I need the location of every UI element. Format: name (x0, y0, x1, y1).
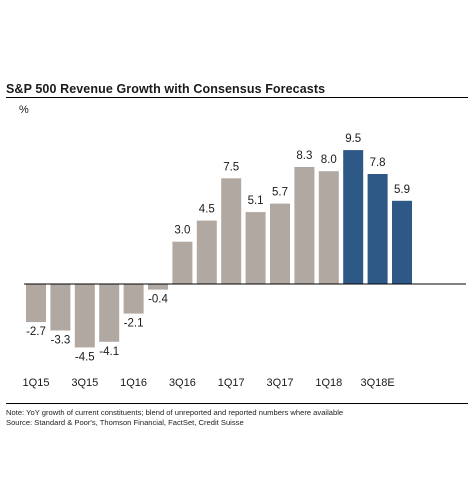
value-label-4q15: -4.1 (99, 346, 119, 358)
value-label-4q18e: 5.9 (394, 184, 410, 196)
bar-2q15 (50, 284, 71, 331)
value-label-3q16: 3.0 (174, 225, 190, 237)
bar-3q18e (367, 174, 388, 284)
bar-1q17 (221, 178, 242, 285)
value-label-1q17: 7.5 (223, 161, 239, 173)
value-label-1q16: -2.1 (124, 318, 144, 330)
footer-divider (6, 403, 468, 404)
x-tick-label-1q18: 1Q18 (315, 377, 342, 389)
bar-4q17 (294, 167, 315, 284)
value-label-3q17: 5.7 (272, 187, 288, 199)
title-divider (6, 97, 468, 98)
value-label-1q15: -2.7 (26, 326, 46, 338)
note-text: Note: YoY growth of current constituents… (6, 408, 344, 417)
value-label-2q17: 5.1 (248, 195, 264, 207)
chart-footnotes: Note: YoY growth of current constituents… (6, 408, 343, 428)
bar-4q18e (392, 200, 412, 284)
value-label-2q18: 9.5 (345, 133, 361, 145)
value-label-4q16: 4.5 (199, 204, 215, 216)
x-tick-label-3q17: 3Q17 (267, 377, 294, 389)
value-label-2q16: -0.4 (148, 294, 168, 306)
bar-1q15 (26, 284, 46, 323)
bar-4q15 (99, 284, 120, 342)
x-tick-label-1q16: 1Q16 (120, 377, 147, 389)
bar-4q16 (196, 220, 217, 284)
x-tick-label-3q16: 3Q16 (169, 377, 196, 389)
bar-2q17 (245, 212, 266, 284)
bar-1q18 (318, 171, 339, 284)
bar-3q16 (172, 241, 193, 284)
value-label-3q18e: 7.8 (370, 157, 386, 169)
bar-1q16 (123, 284, 144, 314)
value-label-4q17: 8.3 (296, 150, 312, 162)
source-text: Source: Standard & Poor's, Thomson Finan… (6, 418, 244, 427)
bar-3q17 (270, 203, 290, 284)
chart-title: S&P 500 Revenue Growth with Consensus Fo… (6, 82, 326, 96)
x-tick-label-1q15: 1Q15 (23, 377, 50, 389)
value-label-2q15: -3.3 (50, 335, 70, 347)
value-label-3q15: -4.5 (75, 351, 95, 363)
y-axis-unit-label: % (19, 104, 29, 116)
x-tick-label-1q17: 1Q17 (218, 377, 245, 389)
value-label-1q18: 8.0 (321, 154, 337, 166)
x-tick-label-3q15: 3Q15 (71, 377, 98, 389)
x-tick-label-3q18e: 3Q18E (360, 377, 394, 389)
bar-2q18 (343, 150, 364, 284)
bar-3q15 (74, 284, 95, 348)
bar-2q16 (148, 284, 168, 290)
